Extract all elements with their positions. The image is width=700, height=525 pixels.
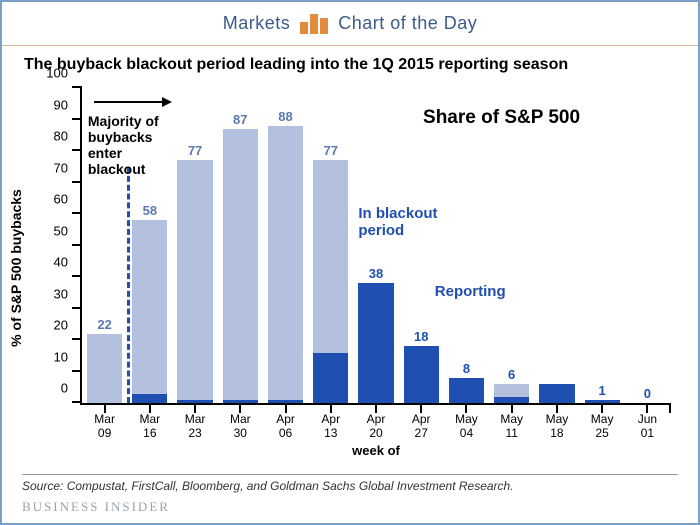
bar-segment-reporting xyxy=(223,400,258,403)
y-tick-label: 40 xyxy=(54,255,68,270)
bar-segment-blackout xyxy=(494,384,529,397)
annotation-share: Share of S&P 500 xyxy=(423,107,580,129)
bar-group: 77 xyxy=(177,88,212,403)
bar-segment-reporting xyxy=(268,400,303,403)
header: Markets Chart of the Day xyxy=(2,2,698,46)
y-tick xyxy=(72,401,82,403)
arrow-icon xyxy=(94,101,170,103)
annotation-reporting_legend: Reporting xyxy=(435,283,506,300)
y-tick-label: 30 xyxy=(54,286,68,301)
y-tick-label: 100 xyxy=(46,66,68,81)
y-tick xyxy=(72,86,82,88)
bar-segment-reporting xyxy=(449,378,484,403)
bar-segment-reporting xyxy=(404,346,439,403)
bar-group: 8 xyxy=(449,88,484,403)
y-tick xyxy=(72,118,82,120)
bar-segment-blackout xyxy=(87,334,122,403)
y-tick xyxy=(72,307,82,309)
bar-value-label: 0 xyxy=(644,386,651,401)
source-text: Source: Compustat, FirstCall, Bloomberg,… xyxy=(22,474,678,493)
bar-value-label: 1 xyxy=(553,383,560,398)
y-tick xyxy=(72,212,82,214)
y-tick-label: 60 xyxy=(54,192,68,207)
x-tick-label: Apr13 xyxy=(321,413,340,441)
x-tick-label: May25 xyxy=(591,413,614,441)
bar-value-label: 6 xyxy=(508,367,515,382)
bar-group: 77 xyxy=(313,88,348,403)
y-tick-label: 20 xyxy=(54,318,68,333)
annotation-blackout_legend: In blackoutperiod xyxy=(358,205,437,240)
footer: Source: Compustat, FirstCall, Bloomberg,… xyxy=(22,474,678,515)
x-tick-label: Mar30 xyxy=(230,413,251,441)
bar-group: 1 xyxy=(585,88,620,403)
bar-group: 1 xyxy=(539,88,574,403)
chart-card: Markets Chart of the Day The buyback bla… xyxy=(0,0,700,525)
x-tick-label: Apr06 xyxy=(276,413,295,441)
bar-group: 0 xyxy=(630,88,665,403)
brand-right: Chart of the Day xyxy=(338,13,477,34)
bar-value-label: 77 xyxy=(324,143,338,158)
bar-value-label: 8 xyxy=(463,361,470,376)
y-tick-label: 70 xyxy=(54,160,68,175)
y-tick xyxy=(72,370,82,372)
y-tick xyxy=(72,149,82,151)
bar-segment-reporting xyxy=(358,283,393,403)
x-tick-label: May04 xyxy=(455,413,478,441)
bar-segment-reporting xyxy=(313,353,348,403)
x-tick-label: Jun01 xyxy=(638,413,657,441)
chart: % of S&P 500 buybacks 010203040506070809… xyxy=(22,82,678,453)
y-tick xyxy=(72,275,82,277)
bar-group: 88 xyxy=(268,88,303,403)
x-tick-label: Mar16 xyxy=(140,413,161,441)
bar-value-label: 18 xyxy=(414,329,428,344)
bar-group: 18 xyxy=(404,88,439,403)
bar-group: 87 xyxy=(223,88,258,403)
plot-area: 0102030405060708090100Mar0922Mar1658Mar2… xyxy=(80,88,670,405)
y-tick-label: 0 xyxy=(61,381,68,396)
chart-title: The buyback blackout period leading into… xyxy=(2,46,698,76)
annotation-majority: Majority ofbuybacksenterblackout xyxy=(88,113,159,177)
x-tick-label: Apr27 xyxy=(412,413,431,441)
bar-value-label: 77 xyxy=(188,143,202,158)
bar-group: 6 xyxy=(494,88,529,403)
blackout-start-line xyxy=(127,167,130,403)
y-tick xyxy=(72,244,82,246)
bar-value-label: 87 xyxy=(233,112,247,127)
bar-value-label: 22 xyxy=(97,317,111,332)
y-tick-label: 90 xyxy=(54,97,68,112)
y-tick xyxy=(72,181,82,183)
brand-left: Markets xyxy=(223,13,291,34)
bar-group: 38 xyxy=(358,88,393,403)
y-tick xyxy=(72,338,82,340)
bars-icon xyxy=(300,14,328,34)
y-tick-label: 80 xyxy=(54,129,68,144)
bar-segment-reporting xyxy=(177,400,212,403)
bar-segment-reporting xyxy=(585,400,620,403)
x-tick-label: Mar23 xyxy=(185,413,206,441)
x-tick xyxy=(669,403,671,413)
y-axis-label: % of S&P 500 buybacks xyxy=(8,189,24,347)
bar-segment-reporting xyxy=(132,394,167,403)
bar-value-label: 58 xyxy=(143,203,157,218)
x-tick-label: May18 xyxy=(546,413,569,441)
bar-segment-blackout xyxy=(268,126,303,400)
publisher-brand: BUSINESS INSIDER xyxy=(22,499,678,515)
bar-segment-blackout xyxy=(132,220,167,393)
y-tick-label: 50 xyxy=(54,223,68,238)
bar-value-label: 1 xyxy=(599,383,606,398)
bar-segment-reporting xyxy=(494,397,529,403)
bar-segment-blackout xyxy=(313,160,348,352)
x-axis-label: week of xyxy=(352,443,400,458)
x-tick-label: Mar09 xyxy=(94,413,115,441)
bar-segment-blackout xyxy=(177,160,212,399)
y-tick-label: 10 xyxy=(54,349,68,364)
x-tick-label: Apr20 xyxy=(367,413,386,441)
bar-value-label: 38 xyxy=(369,266,383,281)
bar-value-label: 88 xyxy=(278,109,292,124)
x-tick-label: May11 xyxy=(500,413,523,441)
bar-segment-blackout xyxy=(223,129,258,400)
